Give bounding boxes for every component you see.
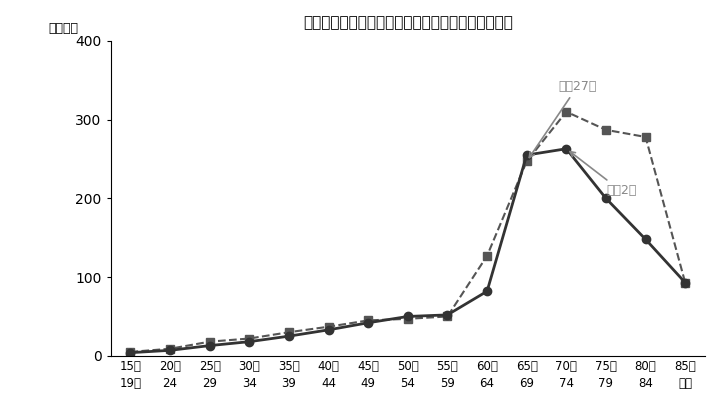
Y-axis label: （千人）: （千人） [48, 21, 78, 34]
Text: 令和2年: 令和2年 [570, 151, 636, 197]
Title: 基幹的農業従事者数（個人経営体）の推移（全国）: 基幹的農業従事者数（個人経営体）の推移（全国） [303, 15, 513, 30]
Text: 平成27年: 平成27年 [529, 80, 597, 158]
